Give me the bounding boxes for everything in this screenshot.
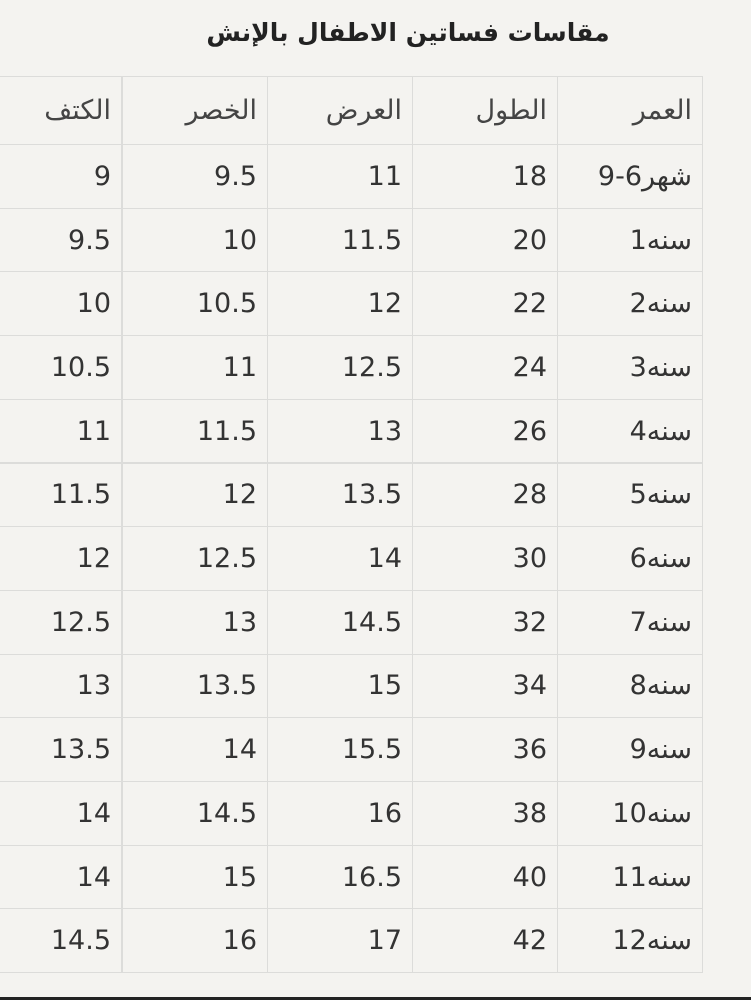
size-cell: 12 — [122, 462, 268, 528]
header-cell: الطول — [412, 76, 558, 145]
size-cell: 9.5 — [122, 144, 268, 209]
size-cell: 14 — [267, 526, 413, 591]
size-cell: 12 — [267, 271, 413, 337]
size-cell: 14 — [122, 717, 268, 782]
size-cell: 11 — [122, 335, 268, 400]
age-cell: 9-6شهر — [557, 144, 703, 209]
size-cell: 13 — [122, 589, 268, 655]
header-cell: الخصر — [122, 76, 268, 145]
size-cell: 9 — [0, 144, 122, 209]
size-cell: 14.5 — [0, 908, 122, 974]
size-cell: 12.5 — [0, 589, 122, 655]
age-cell: 4سنه — [557, 398, 703, 464]
size-cell: 16 — [122, 908, 268, 974]
size-cell: 18 — [412, 144, 558, 209]
age-cell: 2سنه — [557, 271, 703, 337]
size-cell: 11.5 — [267, 207, 413, 273]
size-cell: 14 — [0, 781, 122, 846]
size-cell: 13.5 — [122, 653, 268, 719]
size-cell: 24 — [412, 335, 558, 400]
size-cell: 28 — [412, 462, 558, 528]
size-cell: 20 — [412, 207, 558, 273]
age-cell: 1سنه — [557, 207, 703, 273]
age-cell: 7سنه — [557, 589, 703, 655]
size-cell: 34 — [412, 653, 558, 719]
size-cell: 40 — [412, 844, 558, 910]
size-cell: 14.5 — [122, 781, 268, 846]
size-cell: 10.5 — [0, 335, 122, 400]
header-cell: الكتف — [0, 76, 122, 145]
size-cell: 12.5 — [122, 526, 268, 591]
age-cell: 11سنه — [557, 844, 703, 910]
size-cell: 16.5 — [267, 844, 413, 910]
size-cell: 10 — [0, 271, 122, 337]
size-cell: 22 — [412, 271, 558, 337]
size-cell: 38 — [412, 781, 558, 846]
age-cell: 12سنه — [557, 908, 703, 974]
age-cell: 3سنه — [557, 335, 703, 400]
header-cell: العمر — [557, 76, 703, 145]
age-cell: 9سنه — [557, 717, 703, 782]
size-cell: 10 — [122, 207, 268, 273]
size-cell: 11.5 — [122, 398, 268, 464]
size-cell: 15.5 — [267, 717, 413, 782]
size-cell: 13.5 — [0, 717, 122, 782]
bottom-edge — [0, 997, 751, 1000]
size-cell: 15 — [122, 844, 268, 910]
size-cell: 9.5 — [0, 207, 122, 273]
size-cell: 11 — [267, 144, 413, 209]
age-cell: 8سنه — [557, 653, 703, 719]
size-cell: 17 — [267, 908, 413, 974]
size-cell: 26 — [412, 398, 558, 464]
age-cell: 10سنه — [557, 781, 703, 846]
title: مقاسات فساتين الاطفال بالإنش — [206, 18, 610, 47]
size-cell: 11 — [0, 398, 122, 464]
size-cell: 11.5 — [0, 462, 122, 528]
size-cell: 12 — [0, 526, 122, 591]
size-cell: 30 — [412, 526, 558, 591]
age-cell: 5سنه — [557, 462, 703, 528]
size-cell: 13.5 — [267, 462, 413, 528]
size-cell: 13 — [0, 653, 122, 719]
size-cell: 14 — [0, 844, 122, 910]
size-cell: 12.5 — [267, 335, 413, 400]
age-cell: 6سنه — [557, 526, 703, 591]
size-cell: 42 — [412, 908, 558, 974]
size-cell: 15 — [267, 653, 413, 719]
size-cell: 13 — [267, 398, 413, 464]
size-cell: 36 — [412, 717, 558, 782]
header-cell: العرض — [267, 76, 413, 145]
size-cell: 32 — [412, 589, 558, 655]
size-cell: 10.5 — [122, 271, 268, 337]
size-cell: 14.5 — [267, 589, 413, 655]
size-cell: 16 — [267, 781, 413, 846]
